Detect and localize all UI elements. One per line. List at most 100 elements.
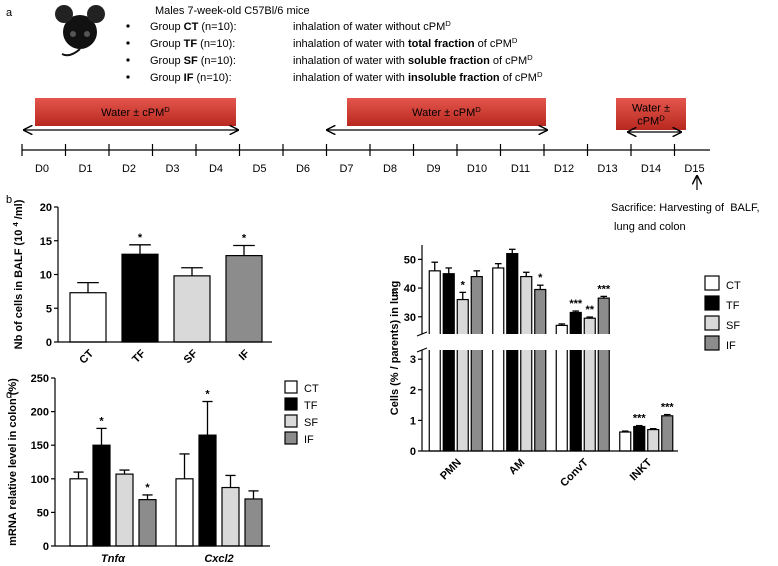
- bar: [69, 292, 107, 343]
- bar: [428, 270, 441, 452]
- significance: ***: [569, 298, 583, 310]
- bullet: [126, 41, 130, 45]
- legend-label: CT: [726, 280, 741, 292]
- bar: [470, 275, 483, 452]
- day-label: D4: [209, 163, 223, 175]
- y-tick-label: 15: [40, 236, 52, 248]
- group-description-part: of cPM: [500, 72, 537, 84]
- day-label: D10: [467, 163, 487, 175]
- group-label-part: (n=10):: [197, 38, 235, 50]
- group-label-part: (n=10):: [198, 55, 236, 67]
- legend-swatch: [284, 431, 298, 445]
- group-label-part: SF: [184, 55, 198, 67]
- x-tick-label: ConvT: [558, 456, 591, 489]
- legend-swatch: [704, 315, 720, 331]
- significance: *: [242, 232, 247, 244]
- day-label: D12: [554, 163, 574, 175]
- legend-swatch: [704, 295, 720, 311]
- group-description-part: insoluble fraction: [408, 72, 500, 84]
- significance: **: [585, 304, 594, 316]
- day-label: D14: [641, 163, 661, 175]
- significance: *: [538, 272, 543, 284]
- bar: [225, 255, 263, 343]
- bar: [138, 499, 157, 547]
- exposure-box: [35, 98, 236, 126]
- group-label: Group CT (n=10):: [150, 21, 237, 33]
- bar: [121, 253, 159, 343]
- x-tick-label: INKT: [628, 456, 655, 483]
- exposure-box: [347, 98, 546, 126]
- exposure-label: Water ±: [632, 103, 670, 115]
- legend-label: CT: [304, 383, 319, 395]
- legend-label: SF: [726, 320, 740, 332]
- bullet: [126, 24, 130, 28]
- bar: [198, 434, 217, 547]
- group-description-part: inhalation of water without cPM: [293, 21, 445, 33]
- bullet: [126, 58, 130, 62]
- x-tick-label: IF: [237, 347, 253, 363]
- day-label: D1: [78, 163, 92, 175]
- group-description-part: D: [445, 19, 451, 28]
- legend-swatch: [704, 275, 720, 291]
- exposure-box: [616, 98, 686, 130]
- x-tick-label: Cxcl2: [204, 553, 233, 565]
- bar: [69, 478, 88, 547]
- legend-label: IF: [304, 434, 314, 446]
- bar: [173, 275, 211, 343]
- y-axis-label: mRNA relative level in colon (%): [7, 378, 19, 546]
- day-label: D9: [426, 163, 440, 175]
- group-description: inhalation of water without cPMD: [293, 19, 451, 33]
- y-axis-label: Nb of cells in BALF (10 4 /ml): [11, 199, 25, 349]
- bar: [92, 444, 111, 547]
- protocol-title: Males 7-week-old C57Bl/6 mice: [155, 5, 310, 17]
- group-label-part: IF: [184, 72, 194, 84]
- exposure-label-part: Water ±: [632, 103, 670, 115]
- y-tick-label: 0: [46, 337, 52, 349]
- exposure-label-part: cPM: [637, 116, 659, 128]
- group-description-part: of cPM: [490, 55, 527, 67]
- legend-swatch: [704, 335, 720, 351]
- legend-swatch: [284, 397, 298, 411]
- y-tick-label: 100: [31, 474, 49, 486]
- y-tick-label: 30: [404, 312, 416, 324]
- group-label: Group IF (n=10):: [150, 72, 232, 84]
- group-label: Group TF (n=10):: [150, 38, 235, 50]
- sacrifice-note: lung and colon: [611, 221, 686, 233]
- y-axis-label-part: 4: [11, 222, 20, 227]
- y-tick-label: 5: [46, 303, 52, 315]
- x-tick-label: PMN: [438, 457, 464, 483]
- y-tick-label: 1: [410, 415, 416, 427]
- significance: *: [138, 232, 143, 244]
- break-mark: [416, 331, 428, 337]
- y-tick-label: 20: [40, 202, 52, 214]
- group-label-part: Group: [150, 55, 184, 67]
- y-axis-label-part: Cells (% / parents) in lung: [389, 281, 401, 415]
- group-label-part: Group: [150, 72, 184, 84]
- bar: [456, 298, 469, 452]
- group-description-part: total fraction: [408, 38, 475, 50]
- exposure-label-part: D: [475, 105, 481, 114]
- bar: [597, 297, 610, 452]
- sacrifice-note: Sacrifice: Harvesting of BALF,: [611, 202, 760, 214]
- group-label-part: (n=10):: [193, 72, 231, 84]
- exposure-label-part: D: [659, 114, 665, 123]
- y-tick-label: 40: [404, 283, 416, 295]
- day-label: D13: [597, 163, 617, 175]
- bar: [661, 415, 674, 452]
- exposure-label-part: Water ± cPM: [412, 107, 475, 119]
- group-description-part: inhalation of water with: [293, 38, 408, 50]
- group-description-part: D: [537, 70, 543, 79]
- y-tick-label: 2: [410, 385, 416, 397]
- day-label: D7: [339, 163, 353, 175]
- group-description-part: inhalation of water with: [293, 72, 408, 84]
- y-axis-label-part: mRNA relative level in colon (%): [7, 378, 19, 546]
- group-description-part: of cPM: [475, 38, 512, 50]
- significance: ***: [597, 283, 611, 295]
- day-label: D6: [296, 163, 310, 175]
- significance: *: [461, 279, 466, 291]
- legend-swatch: [284, 380, 298, 394]
- group-description-part: soluble fraction: [408, 55, 490, 67]
- break-mark: [416, 347, 428, 353]
- day-label: D3: [165, 163, 179, 175]
- y-tick-label: 50: [404, 254, 416, 266]
